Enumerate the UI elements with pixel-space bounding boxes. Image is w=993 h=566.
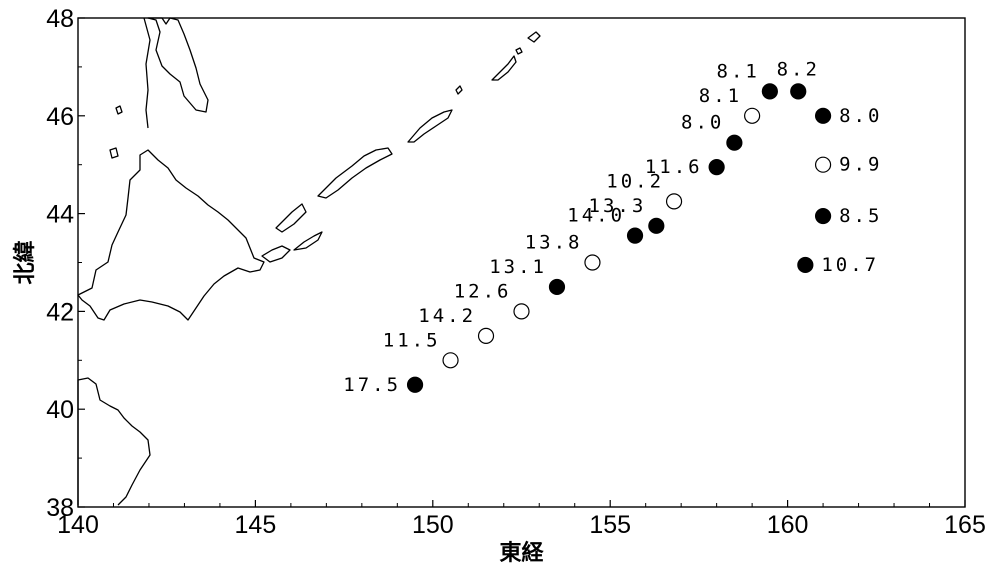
station-marker-open — [584, 254, 601, 271]
station-value-label: 8.1 — [699, 85, 742, 107]
station-marker-open — [814, 156, 832, 173]
station-value-label: 12.6 — [454, 280, 512, 302]
x-axis-title: 東経 — [499, 540, 544, 566]
y-tick-label: 42 — [46, 298, 74, 326]
station-marker-filled — [708, 159, 725, 176]
y-tick-label: 38 — [46, 494, 74, 522]
coastline — [77, 17, 541, 506]
station-marker-open — [513, 303, 530, 320]
station-value-label: 13.8 — [525, 232, 583, 254]
x-tick-label: 150 — [412, 511, 454, 539]
y-tick-label: 40 — [46, 396, 74, 424]
station-value-label: 9.9 — [839, 154, 882, 176]
y-tick-label: 48 — [46, 5, 74, 33]
station-value-label: 10.7 — [821, 254, 879, 276]
station-value-label: 11.5 — [383, 329, 441, 351]
x-tick-label: 165 — [944, 511, 986, 539]
station-value-label: 13.3 — [589, 195, 647, 217]
station-marker-filled — [406, 376, 424, 393]
x-tick-label: 155 — [589, 511, 631, 539]
station-value-label: 8.2 — [777, 58, 820, 80]
station-marker-filled — [814, 207, 832, 225]
x-tick-label: 145 — [235, 511, 277, 539]
station-marker-open — [477, 327, 495, 344]
station-value-label: 8.1 — [717, 60, 760, 82]
station-value-label: 13.1 — [489, 256, 547, 278]
x-tick-label: 140 — [57, 511, 99, 539]
station-value-label: 8.0 — [681, 112, 724, 134]
y-tick-label: 46 — [46, 103, 74, 131]
station-value-label: 10.2 — [606, 170, 664, 192]
station-marker-filled — [548, 278, 566, 296]
station-marker-filled — [797, 256, 814, 274]
station-value-label: 14.2 — [418, 305, 476, 327]
station-marker-open — [665, 193, 683, 210]
y-tick-label: 44 — [46, 201, 74, 229]
station-value-label: 8.5 — [839, 205, 882, 227]
station-marker-open — [744, 107, 761, 124]
station-value-label: 8.0 — [839, 105, 882, 127]
station-marker-filled — [761, 83, 778, 100]
station-value-label: 11.6 — [645, 156, 703, 178]
station-marker-filled — [726, 134, 743, 151]
station-value-label: 17.5 — [343, 374, 401, 396]
station-marker-filled — [814, 107, 832, 124]
station-marker-open — [442, 352, 459, 369]
station-value-label: 14.0 — [567, 205, 625, 227]
station-marker-filled — [648, 217, 665, 234]
station-marker-filled — [626, 227, 644, 244]
station-marker-filled — [790, 83, 807, 100]
y-axis-title: 北緯 — [12, 240, 38, 284]
x-tick-label: 160 — [767, 511, 809, 539]
